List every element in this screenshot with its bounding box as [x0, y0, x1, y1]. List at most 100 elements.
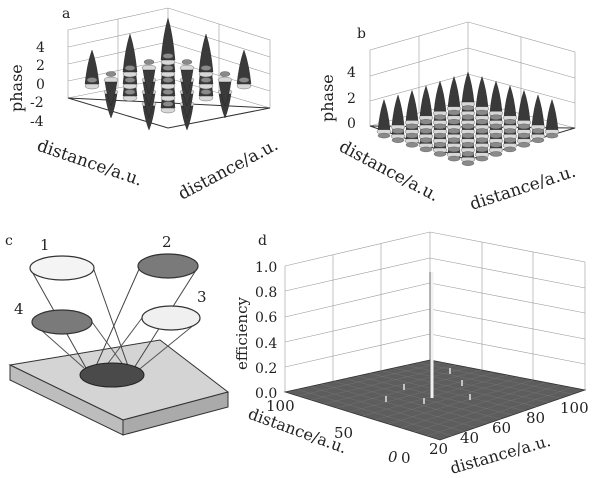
surface-lobe [447, 155, 461, 162]
beam-3 [105, 305, 201, 373]
panel-a-ztick: 0 [36, 77, 45, 93]
floor-mesh-line [414, 384, 560, 433]
surface-lobe [238, 77, 250, 83]
surface-lobe [475, 109, 489, 116]
panel-d-floor [283, 359, 587, 441]
surface-lobe [531, 137, 545, 143]
beam-1 [29, 255, 129, 369]
surface-lobe [461, 160, 475, 166]
panel-d-letter: d [258, 233, 267, 249]
surface-lobe [143, 59, 155, 65]
surface-lobe [162, 65, 174, 71]
substrate-block [8, 339, 230, 436]
panel-d-ztick: 0.6 [255, 310, 277, 326]
surface-lobe [419, 146, 433, 153]
panel-d-right-tick: 80 [526, 409, 545, 427]
panel-b: b 4 2 0 phase distance/a.u. distance/a.u… [318, 21, 578, 215]
surface-spike [405, 89, 419, 121]
panel-a-ylabel: distance/a.u. [175, 135, 282, 204]
surface-lobe [419, 128, 433, 134]
surface-lobe [447, 146, 461, 153]
beam-3-ellipse [141, 305, 201, 331]
surface-lobe [433, 142, 447, 148]
surface-lobe [419, 137, 433, 143]
panel-a-surface [84, 17, 252, 131]
panel-d-ztick: 0.2 [255, 361, 277, 377]
panel-a: a 4 2 0 -2 -4 phase distance/a.u. distan… [7, 6, 282, 204]
surface-lobe [433, 151, 447, 157]
surface-spike [531, 94, 545, 126]
panel-d-right-tick: 60 [492, 419, 511, 437]
surface-lobe [461, 142, 475, 148]
surface-lobe [517, 132, 531, 139]
surface-lobe [162, 101, 174, 107]
panel-d-ztick: 1.0 [255, 260, 277, 276]
surface-lobe [489, 123, 503, 130]
panel-d-right-tick: 40 [460, 429, 479, 447]
beam-3-label: 3 [197, 288, 207, 306]
surface-lobe [405, 132, 419, 139]
floor-mesh-line [417, 362, 573, 395]
surface-lobe [200, 89, 212, 95]
surface-lobe [124, 89, 136, 95]
panel-d-left-tick: 50 [334, 424, 353, 442]
surface-lobe [447, 109, 461, 116]
panel-b-ztick: 0 [347, 116, 356, 132]
panel-a-ztick: -4 [30, 114, 44, 130]
surface-spike [377, 98, 391, 130]
panel-d: d 1.0 0.8 0.6 0.4 0.2 0.0 efficiency 100… [233, 231, 589, 478]
surface-lobe [124, 77, 136, 83]
surface-lobe [461, 123, 475, 130]
surface-lobe [405, 123, 419, 130]
surface-lobe [545, 132, 559, 139]
surface-lobe [162, 77, 174, 83]
surface-lobe [162, 89, 174, 95]
surface-spike [503, 85, 517, 116]
surface-spike [475, 75, 489, 107]
surface-lobe [105, 71, 117, 77]
surface-lobe [200, 77, 212, 83]
floor-mesh-line [427, 387, 573, 437]
surface-lobe [419, 119, 433, 125]
panel-a-ztick: -2 [30, 95, 44, 111]
panel-d-ztick: 0.0 [255, 386, 277, 402]
surface-lobe [433, 123, 447, 130]
panel-d-side-peaks [385, 368, 471, 404]
surface-lobe [461, 151, 475, 157]
surface-lobe [391, 137, 405, 143]
panel-b-ztick: 4 [347, 65, 356, 81]
surface-lobe [461, 132, 475, 139]
surface-lobe [433, 114, 447, 120]
panel-b-ylabel: distance/a.u. [467, 162, 578, 215]
panel-a-letter: a [62, 6, 70, 22]
surface-spike [461, 71, 475, 103]
panel-b-letter: b [357, 26, 366, 42]
surface-lobe [391, 128, 405, 134]
panel-c-letter: c [5, 233, 13, 249]
surface-spike [236, 49, 252, 85]
surface-lobe [200, 65, 212, 71]
surface-lobe [219, 71, 231, 77]
panel-d-left-tick: 100 [266, 397, 295, 415]
surface-spike [419, 85, 433, 116]
surface-lobe [489, 151, 503, 157]
surface-lobe [433, 132, 447, 139]
panel-d-floor-mesh [297, 362, 573, 437]
beam-2-label: 2 [162, 233, 172, 251]
panel-d-right-tick: 0 [401, 449, 411, 467]
surface-lobe [531, 128, 545, 134]
surface-lobe [517, 142, 531, 148]
panel-b-zlabel: phase [318, 74, 337, 122]
beam-4-label: 4 [14, 300, 24, 318]
surface-lobe [503, 128, 517, 134]
panel-d-right-tick: 100 [560, 399, 589, 417]
surface-spike [517, 89, 531, 121]
beam-4-ellipse [31, 309, 93, 335]
panel-d-zlabel: efficiency [233, 297, 251, 370]
surface-lobe [503, 146, 517, 153]
surface-spike [160, 17, 176, 61]
surface-spike [489, 80, 503, 112]
panel-d-right-tick: 20 [429, 440, 448, 458]
